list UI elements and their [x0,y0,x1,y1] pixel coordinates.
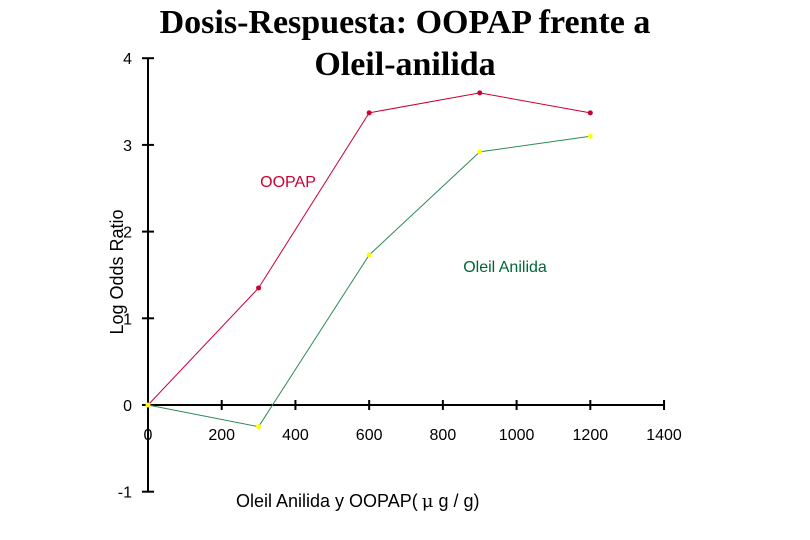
data-point-oleil-anilida-2 [366,252,372,258]
chart-axes [147,58,665,492]
x-tick-label-600: 600 [356,427,383,444]
y-tick-label-4: 4 [123,51,132,68]
chart-title: Dosis-Respuesta: OOPAP frente a Oleil-an… [0,2,810,86]
series-label-oleil-anilida: Oleil Anilida [463,259,547,276]
x-tick-label-1000: 1000 [499,427,535,444]
x-tick-label-0: 0 [144,427,153,444]
x-axis-title: Oleil Anilida y OOPAP(μ g / g) [236,491,479,512]
x-tick-label-1200: 1200 [573,427,609,444]
x-axis-title-prefix: Oleil Anilida y OOPAP( [236,491,418,511]
x-axis-ticks: 0 200 400 600 800 1000 1200 1400 [144,400,682,444]
series-label-oopap: OOPAP [260,174,316,191]
y-tick-label-0: 0 [123,398,132,415]
x-tick-label-200: 200 [208,427,235,444]
x-tick-label-800: 800 [430,427,457,444]
data-point-oopap-3 [477,90,483,96]
y-tick-label--1: -1 [118,485,132,502]
x-axis-title-suffix: g / g) [433,491,479,511]
x-tick-label-400: 400 [282,427,309,444]
series-points [145,90,593,430]
data-point-oleil-anilida-4 [587,133,593,139]
data-point-oopap-1 [256,285,262,291]
y-axis-title: Log Odds Ratio [107,209,127,334]
chart-title-line-1: Dosis-Respuesta: OOPAP frente a [159,4,651,41]
data-point-oopap-4 [587,110,593,116]
series-line-oleil-anilida [147,135,591,428]
y-tick-label-2: 2 [123,225,132,242]
y-tick-label-1: 1 [123,311,132,328]
y-tick-label-3: 3 [123,138,132,155]
y-axis-ticks: -1 0 1 2 3 4 [118,51,154,502]
data-point-oleil-anilida-0 [145,402,151,408]
chart-title-line-2: Oleil-anilida [314,46,496,83]
data-point-oopap-2 [366,110,372,116]
data-point-oleil-anilida-1 [256,424,262,430]
x-axis-title-mu: μ [422,491,434,512]
series-line-oopap [147,92,591,406]
x-tick-label-1400: 1400 [646,427,682,444]
data-point-oleil-anilida-3 [477,149,483,155]
